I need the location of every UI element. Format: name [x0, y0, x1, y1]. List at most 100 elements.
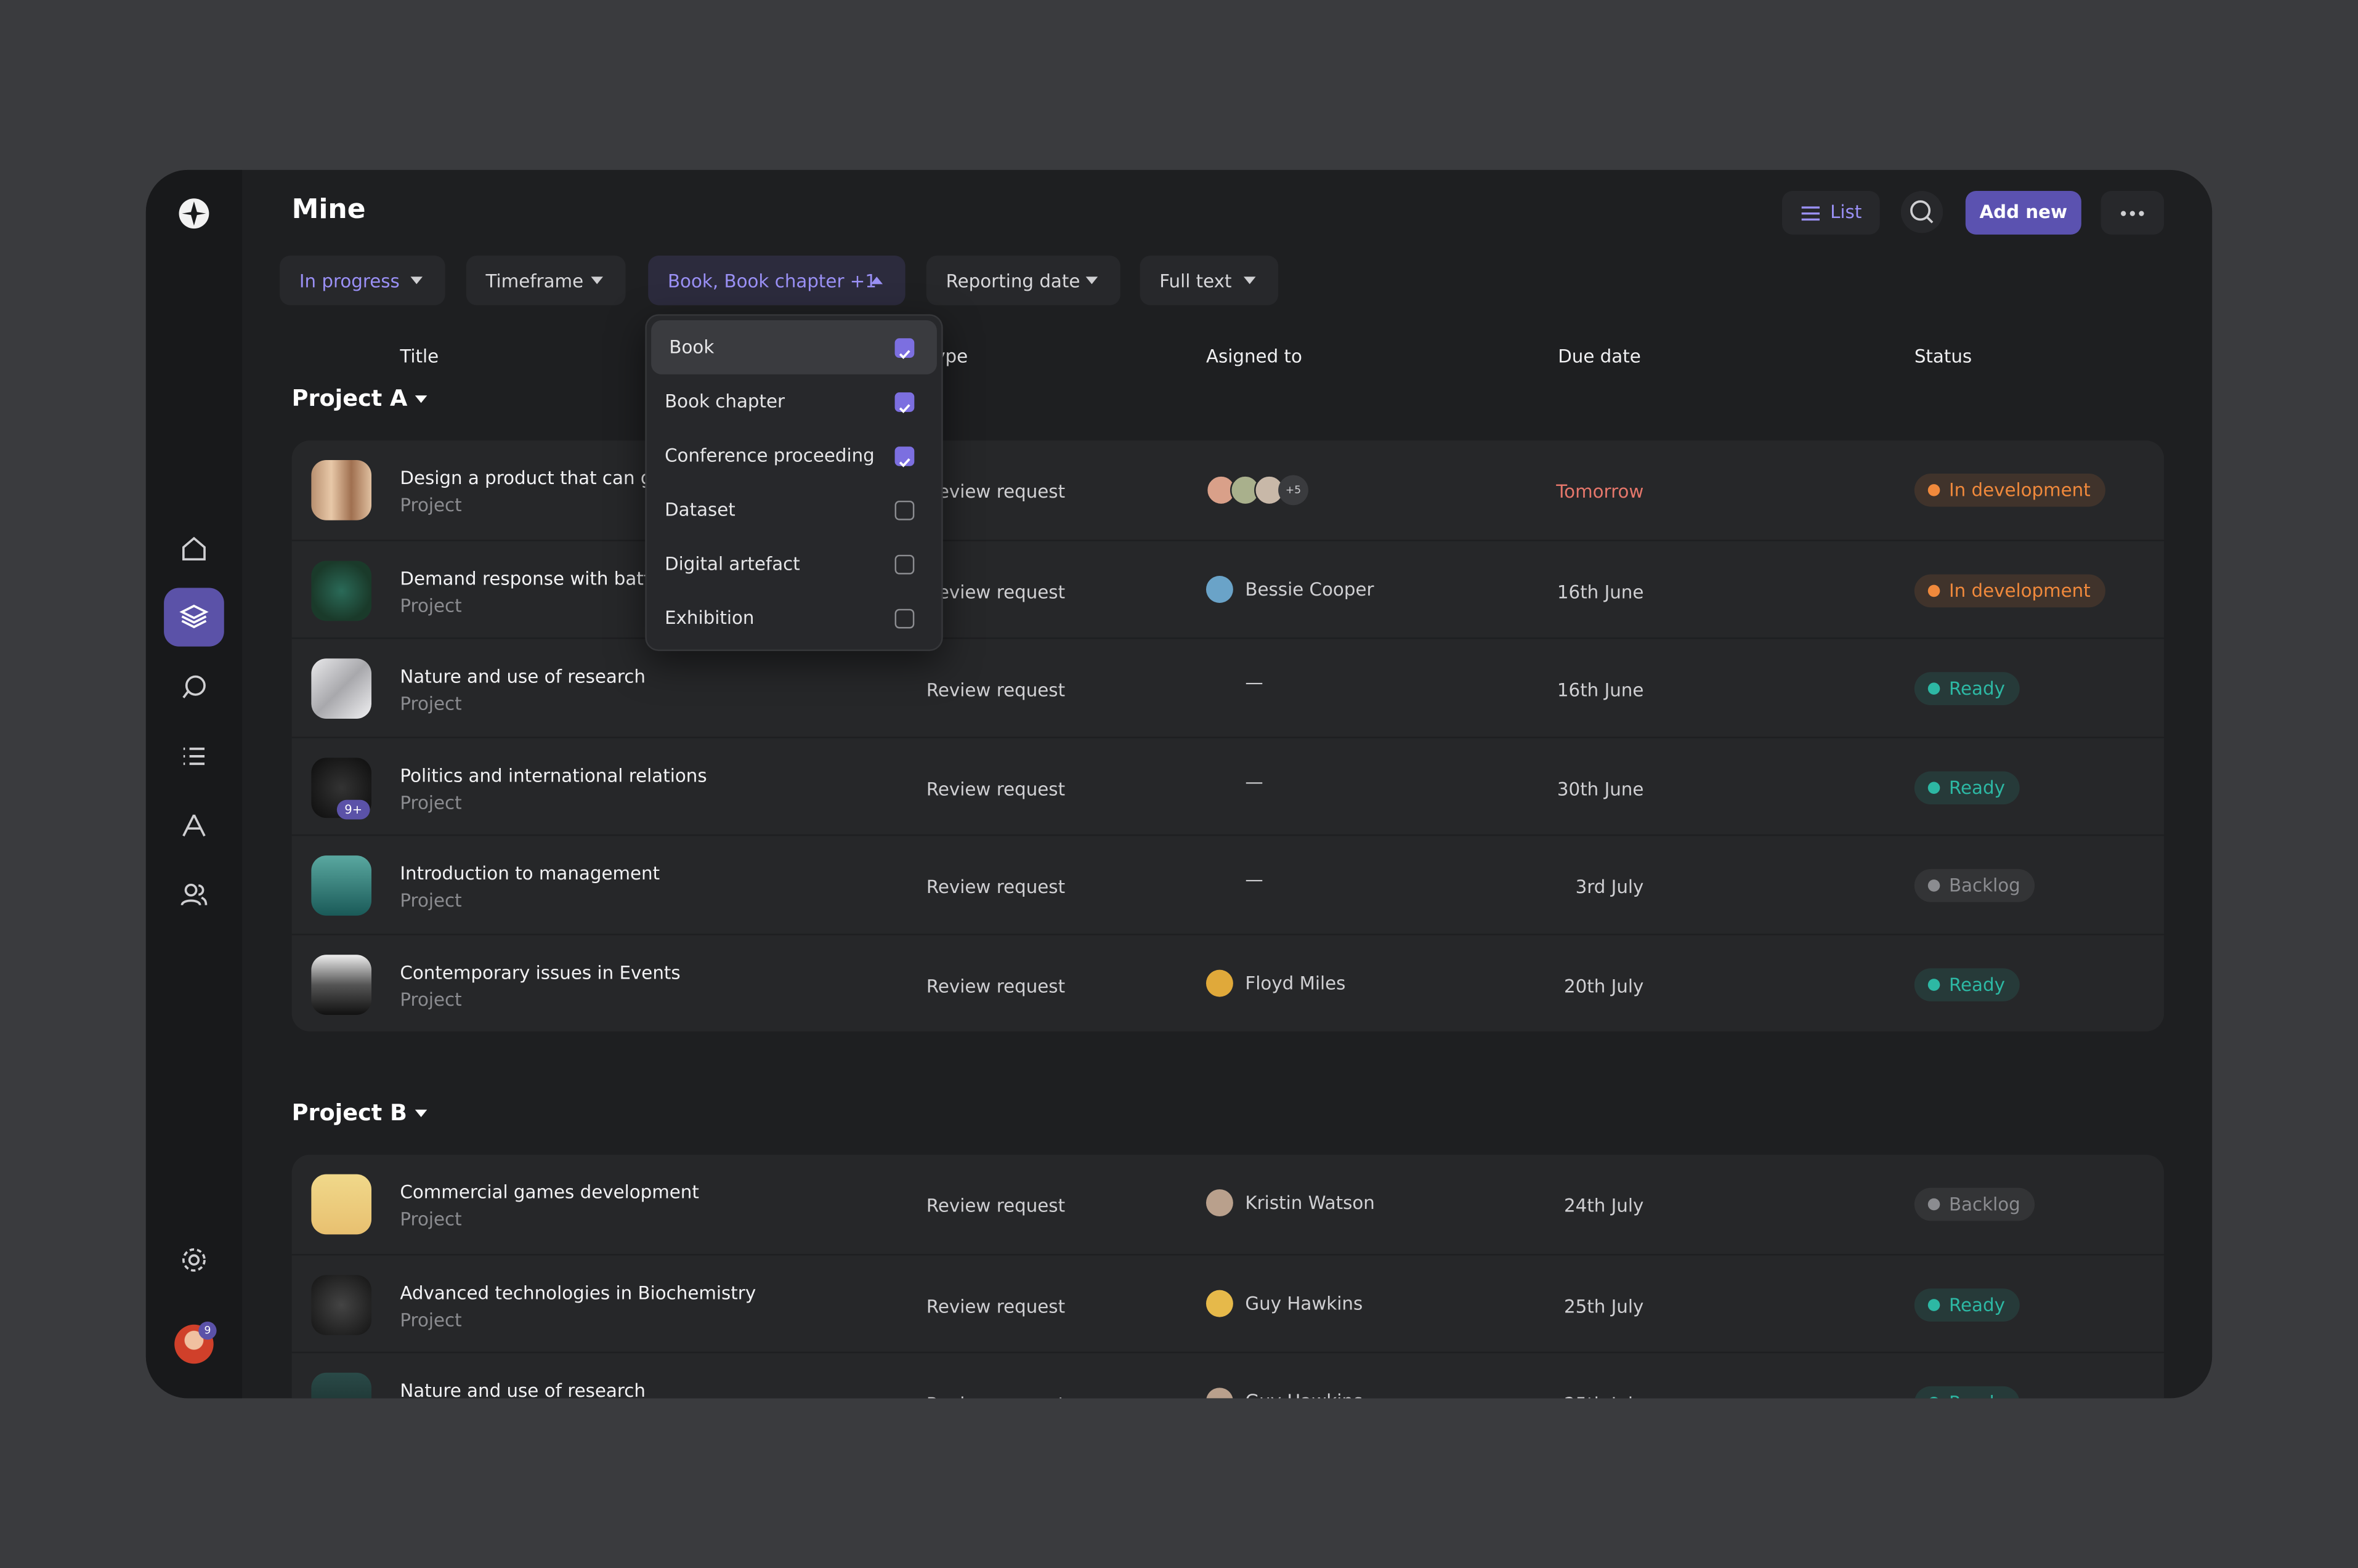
compass-icon[interactable]	[179, 810, 209, 841]
row-subtitle: Project	[400, 594, 462, 616]
group-title[interactable]: Project B	[292, 1099, 427, 1126]
status: Ready	[1914, 1386, 2020, 1399]
due-date: 16th June	[1557, 581, 1644, 602]
checkbox[interactable]	[894, 447, 915, 467]
column-header: Status	[1914, 346, 1972, 367]
row-subtitle: Project	[400, 988, 462, 1010]
add-button[interactable]	[1965, 191, 2081, 235]
due-date: 16th June	[1557, 679, 1644, 701]
status-label: Backlog	[1948, 1194, 2020, 1215]
group-card: Design a product that can gro Project Revi…	[291, 440, 2165, 1032]
option-label: Digital artefact	[665, 553, 800, 575]
view-button[interactable]	[1781, 191, 1880, 235]
dropdown-option[interactable]: Book chapter	[651, 374, 937, 429]
due-date: 20th July	[1564, 975, 1644, 996]
status: In development	[1914, 573, 2106, 607]
filter[interactable]: In progress	[280, 256, 445, 305]
filter-label: Timeframe	[485, 270, 584, 292]
filter-label: Full text	[1159, 270, 1232, 292]
row-title: Advanced technologies in Biochemistry	[400, 1282, 756, 1303]
status-label: Backlog	[1948, 875, 2020, 897]
filter[interactable]: Book, Book chapter +1	[648, 256, 906, 305]
dropdown-option[interactable]: Book	[651, 320, 937, 374]
filter[interactable]: Timeframe	[466, 256, 626, 305]
avatar	[1205, 1189, 1233, 1217]
assignee: —	[1245, 672, 1263, 693]
thumbnail	[311, 1174, 372, 1235]
due-date: 3rd July	[1575, 876, 1644, 898]
row-title: Commercial games development	[400, 1181, 699, 1203]
checkbox[interactable]	[894, 392, 915, 413]
thumbnail	[311, 1274, 372, 1335]
due-date: 25th July	[1564, 1394, 1643, 1398]
due-date: 30th June	[1557, 778, 1644, 799]
filter-label: Book, Book chapter +1	[667, 270, 877, 292]
row[interactable]: Contemporary issues in Events Project Revi…	[291, 932, 2165, 1032]
more-icon	[2121, 211, 2144, 216]
group-title[interactable]: Project A	[292, 385, 427, 412]
due-date: 25th July	[1564, 1295, 1644, 1317]
dropdown-option[interactable]: Exhibition	[651, 591, 937, 645]
filter-caret	[591, 277, 603, 285]
row[interactable]: Design a product that can gro Project Revi…	[292, 440, 2164, 538]
status-label: Ready	[1949, 1392, 2005, 1399]
status-label: Ready	[1948, 1293, 2005, 1315]
filter-label: Reporting date	[946, 270, 1080, 292]
row[interactable]: Demand response with batter Project Review…	[291, 539, 2165, 638]
status-label: In development	[1948, 580, 2091, 601]
due-date: Tomorrow	[1556, 481, 1644, 503]
dropdown-option[interactable]: Dataset	[651, 483, 937, 537]
row[interactable]: Commercial games development Project Revie…	[292, 1155, 2164, 1253]
status-dot	[1927, 879, 1940, 892]
chat-icon[interactable]	[179, 672, 209, 702]
home-icon[interactable]	[179, 534, 209, 564]
row-subtitle: Project	[400, 693, 462, 714]
filter[interactable]: Reporting date	[926, 256, 1120, 305]
checkbox[interactable]	[894, 338, 915, 359]
thumbnail	[311, 658, 372, 719]
assignee: Bessie Cooper	[1245, 578, 1374, 599]
row[interactable]: 9+ Politics and international relations Pr…	[291, 736, 2165, 835]
assignee: Guy Hawkins	[1245, 1391, 1363, 1398]
row-subtitle: Project	[400, 1208, 462, 1231]
status: Ready	[1914, 672, 2020, 705]
dropdown-option[interactable]: Digital artefact	[651, 537, 937, 591]
layers-icon[interactable]	[179, 602, 209, 632]
option-label: Book	[669, 336, 715, 358]
checkbox[interactable]	[894, 554, 915, 575]
status-dot	[1927, 978, 1940, 990]
dropdown: Book Book chapter Conference proceeding Dat…	[645, 314, 943, 652]
view-icon	[1801, 206, 1820, 221]
list-icon[interactable]	[179, 742, 209, 772]
search-button[interactable]	[1900, 191, 1943, 233]
column-header: Title	[400, 346, 439, 367]
status-dot	[1927, 1198, 1940, 1211]
avatar	[1205, 1289, 1233, 1317]
status-dot	[1927, 781, 1940, 793]
status-dot	[1927, 584, 1940, 596]
avatars-more: +5	[1278, 475, 1308, 506]
row[interactable]: Nature and use of researchProjectReview …	[291, 1351, 2165, 1399]
row-subtitle: Project	[400, 791, 462, 813]
row-subtitle: Project	[400, 1309, 462, 1330]
status: Ready	[1914, 967, 2020, 1001]
checkbox[interactable]	[894, 608, 915, 629]
row[interactable]: Introduction to management Project Review …	[291, 834, 2165, 934]
avatar	[1205, 1388, 1233, 1399]
dropdown-option[interactable]: Conference proceeding	[651, 429, 937, 483]
filter-caret	[1243, 277, 1256, 285]
status-label: Ready	[1948, 678, 2005, 700]
settings-icon[interactable]	[179, 1245, 209, 1275]
row-type: Review request	[926, 778, 1066, 799]
row[interactable]: Advanced technologies in Biochemistry Pro…	[291, 1253, 2165, 1352]
thumbnail	[311, 855, 372, 916]
due-date: 24th July	[1564, 1195, 1644, 1217]
checkbox[interactable]	[894, 500, 915, 520]
status-label: Ready	[1948, 776, 2005, 798]
row-title: Politics and international relations	[400, 764, 707, 786]
users-icon[interactable]	[179, 879, 209, 910]
filter[interactable]: Full text	[1140, 256, 1279, 305]
thumbnail	[311, 954, 372, 1014]
status: Backlog	[1914, 869, 2036, 902]
